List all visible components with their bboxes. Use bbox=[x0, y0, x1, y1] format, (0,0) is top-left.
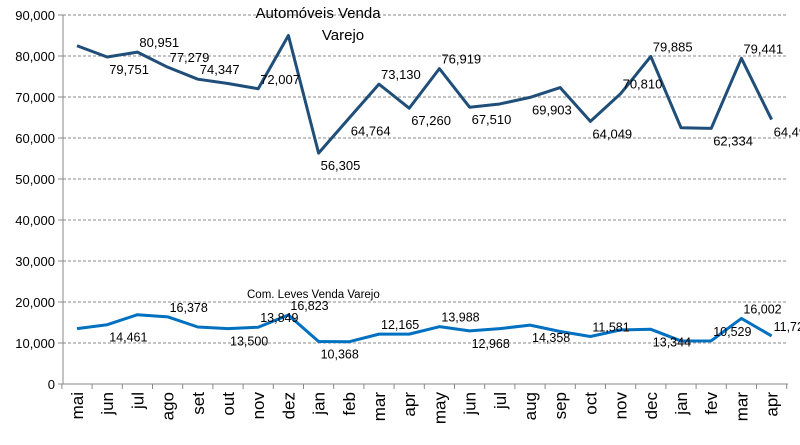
x-tick-label: nov bbox=[249, 392, 268, 420]
x-tick-label: set bbox=[189, 392, 208, 415]
data-label: 77,279 bbox=[170, 50, 210, 65]
data-label: 80,951 bbox=[139, 35, 179, 50]
y-tick-label: 20,000 bbox=[15, 295, 55, 310]
y-tick-label: 60,000 bbox=[15, 131, 55, 146]
x-tick-label: apr bbox=[763, 392, 782, 417]
data-label: 16,823 bbox=[290, 299, 328, 313]
data-label: 14,461 bbox=[109, 331, 147, 345]
data-label: 79,441 bbox=[743, 41, 783, 56]
x-tick-label: fev bbox=[702, 392, 721, 415]
data-label: 64,764 bbox=[351, 123, 391, 138]
x-tick-label: aug bbox=[521, 392, 540, 420]
y-tick-label: 70,000 bbox=[15, 90, 55, 105]
x-tick-label: jul bbox=[128, 392, 147, 410]
y-tick-label: 50,000 bbox=[15, 172, 55, 187]
x-tick-label: out bbox=[219, 392, 238, 416]
data-label: 14,358 bbox=[532, 331, 570, 345]
x-tick-label: jan bbox=[310, 392, 329, 416]
data-label: 13,500 bbox=[230, 335, 268, 349]
data-label: 11,581 bbox=[592, 321, 629, 335]
y-tick-label: 90,000 bbox=[15, 8, 55, 23]
data-label: 16,378 bbox=[170, 301, 208, 315]
data-label: 73,130 bbox=[381, 67, 421, 82]
x-tick-label: nov bbox=[612, 392, 631, 420]
x-tick-label: mai bbox=[68, 392, 87, 419]
data-label: 11,728 bbox=[774, 320, 800, 334]
x-tick-label: apr bbox=[400, 392, 419, 417]
y-tick-label: 40,000 bbox=[15, 213, 55, 228]
data-label: 64,497 bbox=[774, 125, 800, 140]
data-label: 74,347 bbox=[200, 62, 240, 77]
data-label: 76,919 bbox=[441, 52, 481, 67]
x-tick-label: mar bbox=[732, 392, 751, 422]
data-label: 12,968 bbox=[472, 337, 510, 351]
series-title-automoveis: Varejo bbox=[322, 27, 364, 44]
x-tick-label: ago bbox=[159, 392, 178, 420]
series-line-2 bbox=[76, 313, 773, 344]
y-tick-label: 30,000 bbox=[15, 254, 55, 269]
y-tick-label: 0 bbox=[48, 377, 55, 392]
data-label: 16,002 bbox=[743, 302, 781, 316]
series-title-automoveis: Automóveis Venda bbox=[255, 5, 381, 22]
x-tick-label: may bbox=[430, 392, 449, 425]
data-label: 13,344 bbox=[653, 335, 691, 349]
data-label: 79,751 bbox=[109, 62, 149, 77]
data-label: 64,049 bbox=[592, 126, 632, 141]
data-label: 10,368 bbox=[321, 347, 359, 361]
series-title-com-leves: Com. Leves Venda Varejo bbox=[247, 289, 380, 301]
data-label: 69,903 bbox=[532, 102, 572, 117]
data-label: 13,849 bbox=[260, 311, 298, 325]
x-tick-label: mar bbox=[370, 392, 389, 422]
data-label: 13,988 bbox=[441, 311, 479, 325]
y-tick-label: 80,000 bbox=[15, 49, 55, 64]
series-line-1 bbox=[76, 34, 773, 155]
data-label: 79,885 bbox=[653, 39, 693, 54]
x-tick-label: jul bbox=[491, 392, 510, 410]
x-tick-label: jan bbox=[672, 392, 691, 416]
x-tick-label: dez bbox=[279, 392, 298, 419]
data-label: 62,334 bbox=[713, 133, 753, 148]
y-tick-label: 10,000 bbox=[15, 336, 55, 351]
x-tick-label: sep bbox=[551, 392, 570, 419]
x-tick-label: oct bbox=[581, 392, 600, 415]
data-label: 70,810 bbox=[623, 77, 663, 92]
data-label: 56,305 bbox=[321, 158, 361, 173]
x-tick-label: feb bbox=[340, 392, 359, 416]
data-label: 10,529 bbox=[713, 325, 751, 339]
x-tick-label: dec bbox=[642, 392, 661, 420]
x-tick-label: jun bbox=[461, 392, 480, 416]
data-label: 12,165 bbox=[381, 318, 419, 332]
data-label: 67,510 bbox=[472, 112, 512, 127]
x-tick-label: jun bbox=[98, 392, 117, 416]
data-label: 67,260 bbox=[411, 113, 451, 128]
data-label: 72,007 bbox=[260, 72, 300, 87]
